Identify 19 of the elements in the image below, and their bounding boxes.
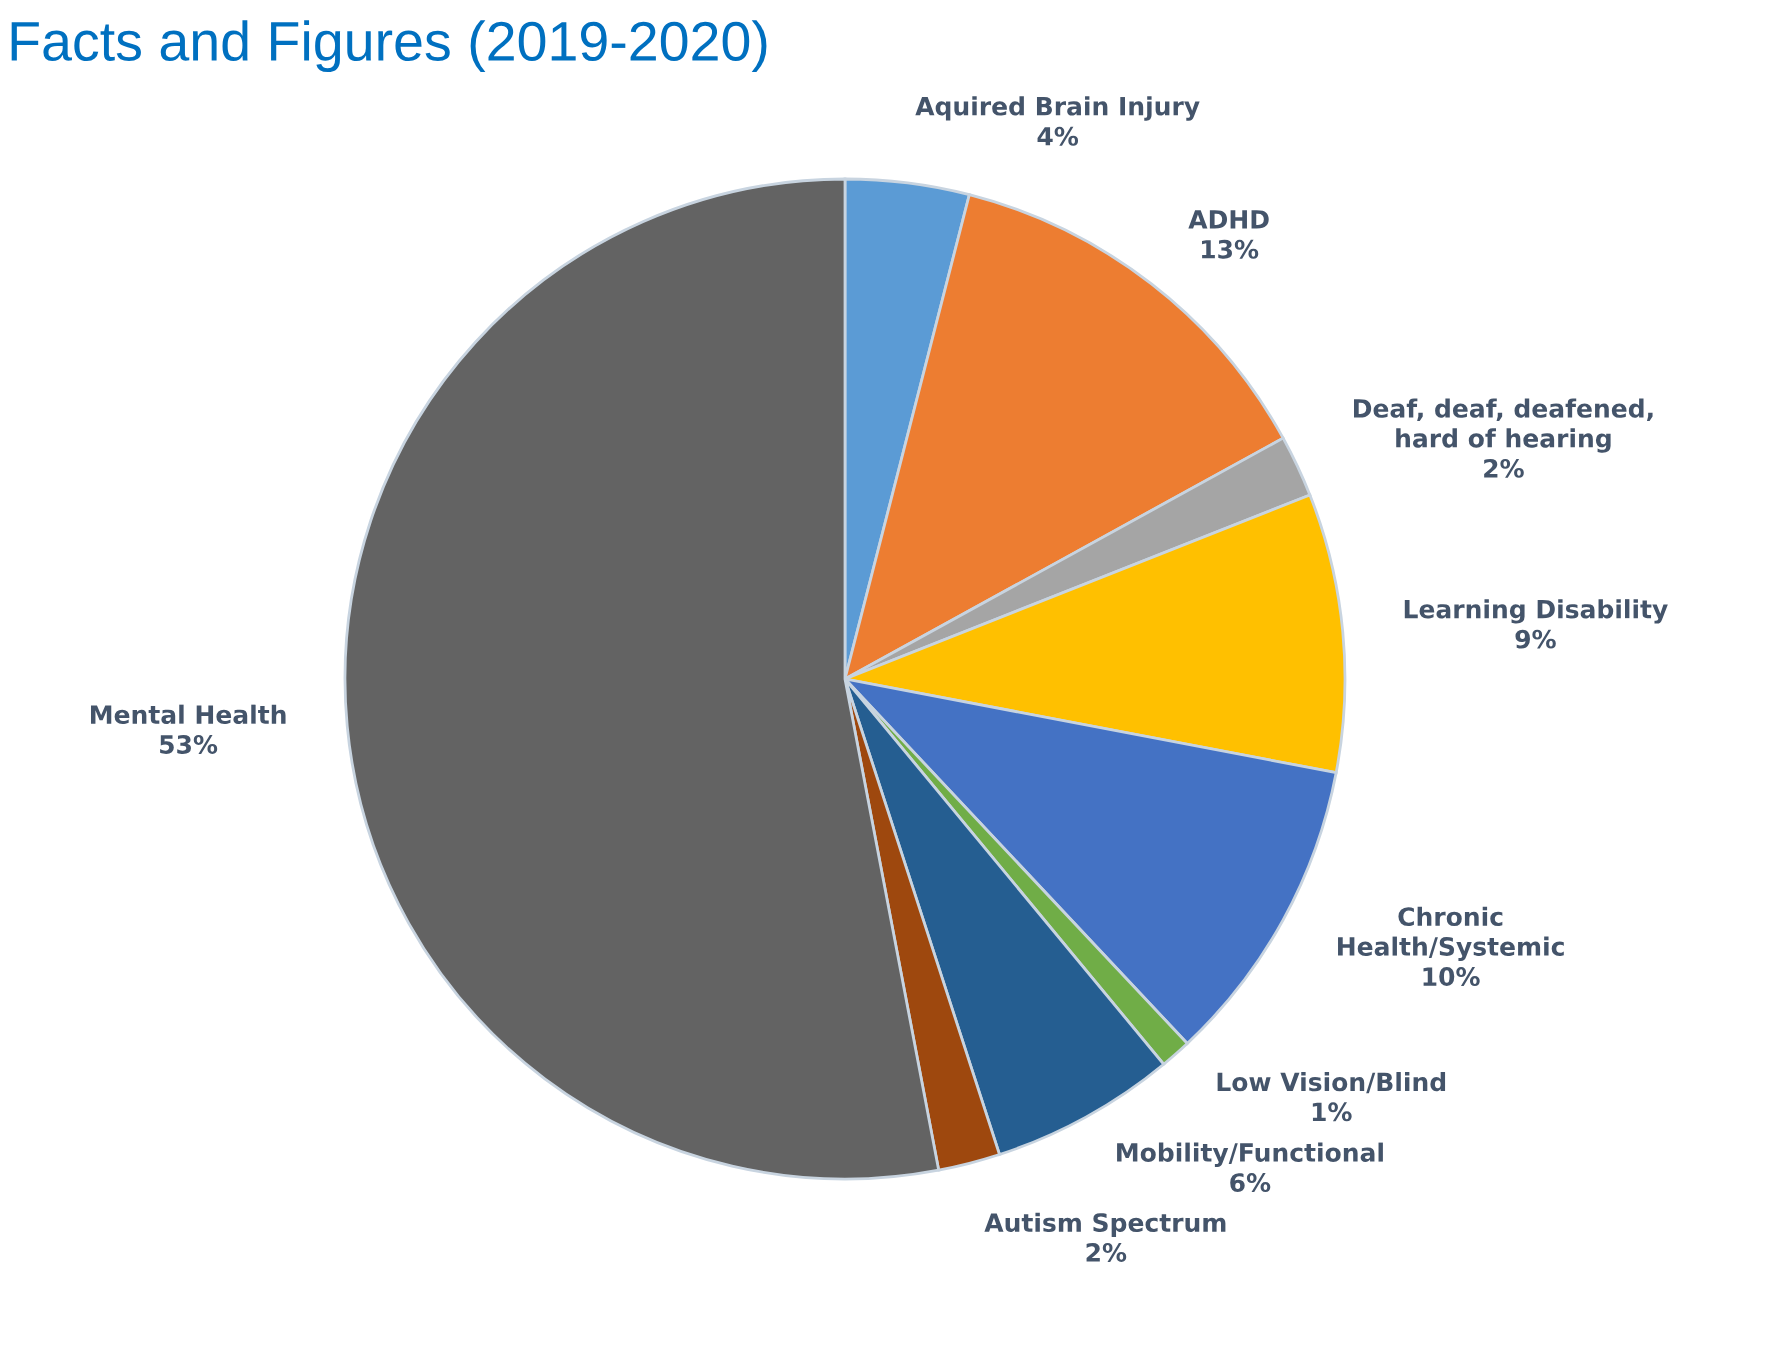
slice-label: Learning Disability	[1404, 599, 1668, 624]
data-label: 2%	[1484, 458, 1524, 478]
data-label: 4%	[1037, 126, 1079, 146]
data-label: 13%	[1202, 239, 1259, 259]
data-label: 2%	[1086, 1243, 1127, 1262]
slice-label: Low Vision/Blind	[1217, 1072, 1446, 1094]
data-label: 10%	[1423, 967, 1480, 987]
slice-label: Mental Health	[90, 704, 286, 725]
chart-title: Facts and Figures (2019-2020)	[11, 20, 767, 73]
data-label: 1%	[1312, 1102, 1352, 1122]
data-label: 53%	[160, 734, 218, 754]
data-label: 6%	[1230, 1173, 1271, 1193]
slice-label: Deaf, deaf, deafened, hard of hearing	[1354, 398, 1653, 453]
slice-label: Aquired Brain Injury	[915, 96, 1200, 121]
slice-label: Autism Spectrum	[984, 1212, 1226, 1237]
data-label: 9%	[1515, 629, 1556, 649]
slice-label: ADHD	[1188, 210, 1269, 229]
slice-label: Mobility/Functional	[1117, 1142, 1383, 1167]
slice-label: Chronic Health/Systemic	[1338, 906, 1564, 961]
